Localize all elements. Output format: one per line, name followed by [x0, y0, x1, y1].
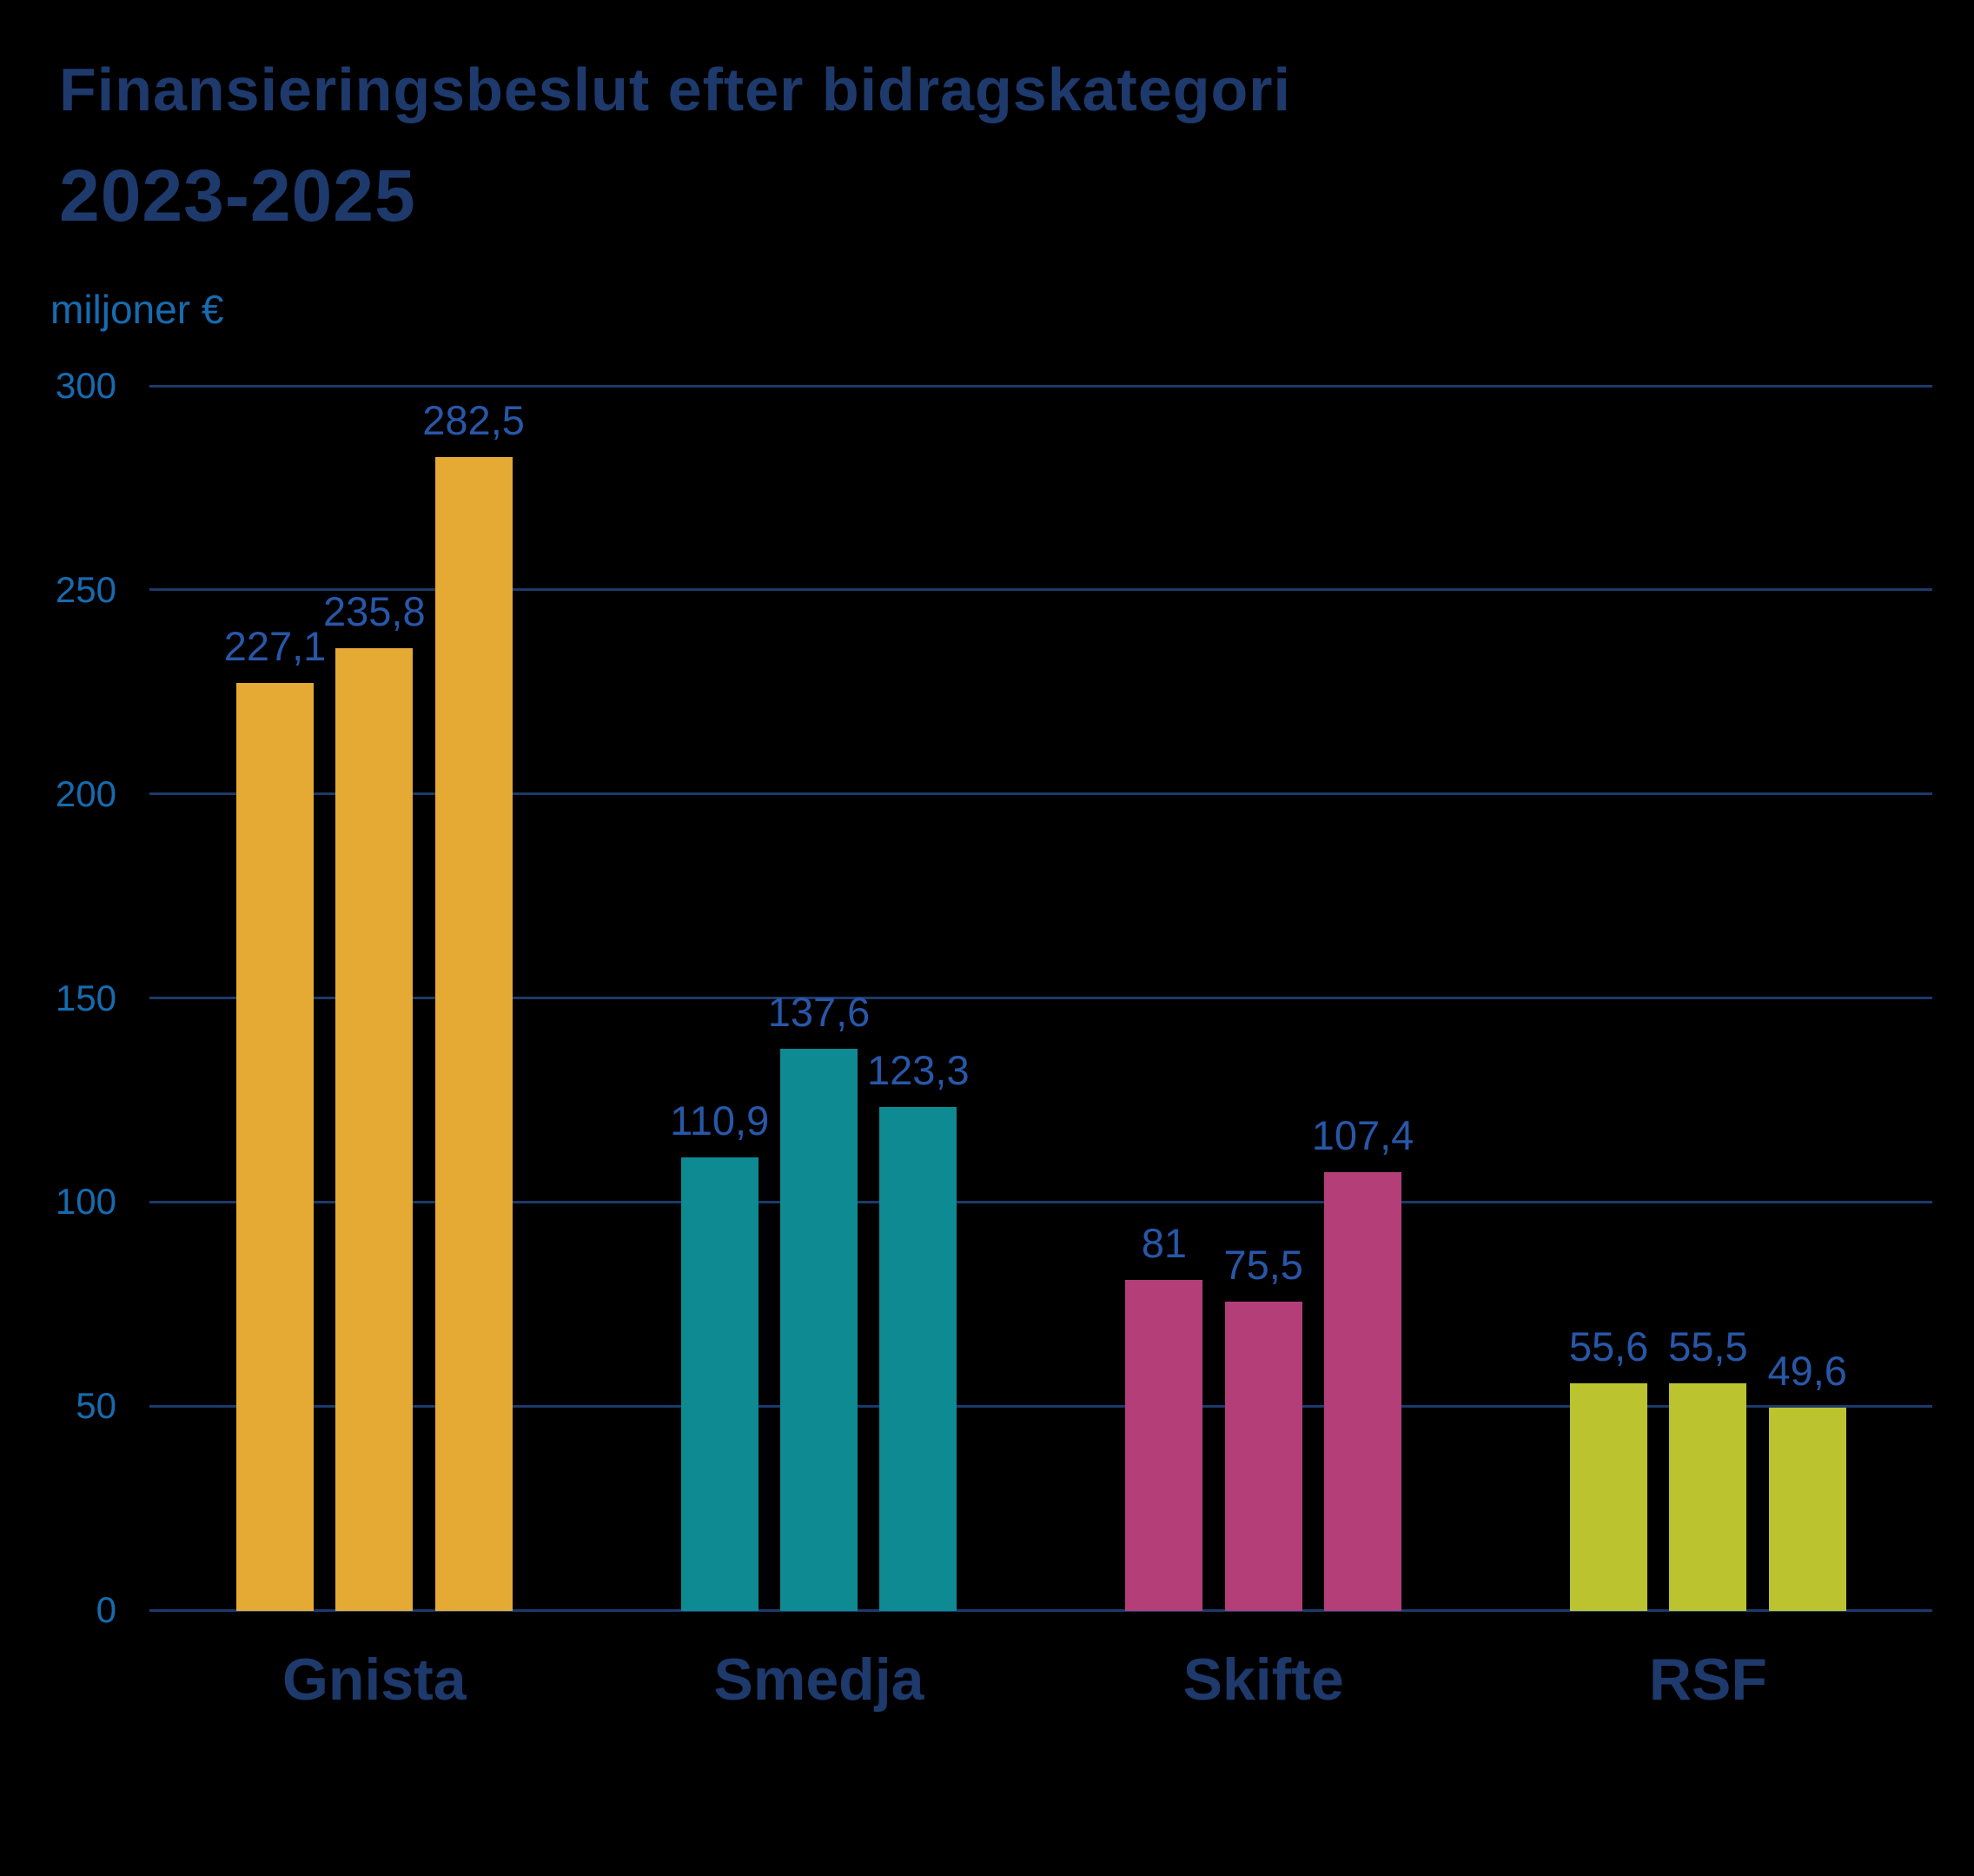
- bar-value-label-smedja-1: 110,9: [670, 1097, 770, 1144]
- bar-smedja-2: [780, 1048, 858, 1612]
- bar-skifte-2: [1224, 1302, 1302, 1612]
- gridline-150: [149, 997, 1932, 999]
- bar-value-label-skifte-3: 107,4: [1311, 1111, 1414, 1158]
- chart-title-years: 2023-2025: [59, 155, 416, 236]
- bar-skifte-1: [1125, 1279, 1203, 1612]
- bar-value-label-skifte-1: 81: [1141, 1219, 1188, 1266]
- gridline-100: [149, 1200, 1932, 1203]
- y-tick-label-250: 250: [55, 568, 116, 610]
- y-tick-label-100: 100: [55, 1181, 116, 1223]
- y-tick-label-300: 300: [55, 365, 116, 406]
- bar-rsf-3: [1768, 1408, 1846, 1612]
- bar-value-label-skifte-2: 75,5: [1223, 1242, 1303, 1289]
- bar-value-label-rsf-3: 49,6: [1767, 1348, 1847, 1395]
- bar-gnista-3: [434, 457, 513, 1612]
- bar-value-label-gnista-3: 282,5: [422, 397, 525, 444]
- bar-value-label-rsf-2: 55,5: [1668, 1323, 1748, 1370]
- bar-smedja-1: [680, 1157, 758, 1612]
- bar-smedja-3: [879, 1106, 957, 1612]
- bar-value-label-rsf-1: 55,6: [1568, 1322, 1649, 1369]
- bar-skifte-3: [1324, 1171, 1401, 1612]
- chart-title: Finansieringsbeslut efter bidragskategor…: [59, 56, 1291, 123]
- y-axis-unit-label: miljoner €: [50, 287, 224, 332]
- category-label-gnista: Gnista: [282, 1647, 467, 1713]
- gridline-250: [149, 588, 1932, 592]
- y-tick-label-0: 0: [96, 1589, 116, 1630]
- bar-rsf-1: [1570, 1382, 1648, 1612]
- category-label-smedja: Smedja: [713, 1647, 924, 1713]
- y-tick-label-150: 150: [55, 977, 116, 1018]
- bar-value-label-smedja-2: 137,6: [767, 988, 871, 1035]
- y-tick-label-200: 200: [55, 772, 116, 814]
- bar-gnista-1: [236, 683, 314, 1612]
- bar-value-label-gnista-2: 235,8: [322, 587, 426, 634]
- gridline-300: [149, 384, 1932, 388]
- y-tick-label-50: 50: [76, 1385, 116, 1427]
- gridline-200: [149, 792, 1932, 796]
- gridline-0: [149, 1608, 1932, 1612]
- bar-value-label-smedja-3: 123,3: [866, 1046, 970, 1093]
- bar-gnista-2: [335, 647, 414, 1612]
- gridline-50: [149, 1404, 1932, 1408]
- category-label-skifte: Skifte: [1182, 1647, 1344, 1713]
- bar-value-label-gnista-1: 227,1: [223, 623, 327, 670]
- bar-rsf-2: [1669, 1383, 1747, 1612]
- category-label-rsf: RSF: [1648, 1647, 1767, 1713]
